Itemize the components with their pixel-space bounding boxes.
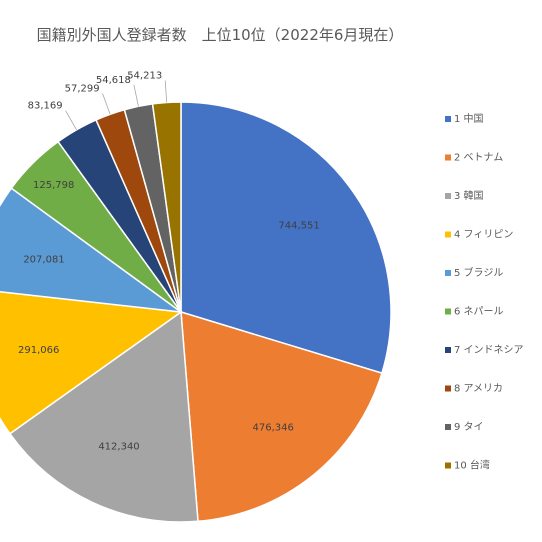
- data-label-3: 412,340: [98, 441, 139, 452]
- data-labels: 744,551 476,346 412,340 291,066 207,081 125,7…: [18, 71, 320, 453]
- legend-entry-8: 8 アメリカ: [454, 383, 503, 395]
- legend-swatch-4: [445, 231, 451, 238]
- legend-swatch-3: [445, 193, 451, 199]
- data-label-6: 125,798: [33, 180, 74, 191]
- data-label-1: 744,551: [278, 221, 319, 232]
- legend-swatch-2: [445, 154, 451, 161]
- leader-line-7: [65, 110, 77, 130]
- data-label-9: 54,618: [96, 75, 131, 86]
- legend-swatch-5: [445, 270, 451, 276]
- legend-swatch-1: [445, 116, 451, 122]
- legend-entry-3: 3 韓国: [454, 190, 484, 202]
- legend-entry-2: 2 ベトナム: [454, 152, 503, 164]
- legend-entry-10: 10 台湾: [454, 459, 490, 472]
- data-label-5: 207,081: [23, 255, 64, 266]
- data-label-7: 83,169: [28, 101, 63, 112]
- data-label-2: 476,346: [253, 423, 294, 434]
- chart-title: 国籍別外国人登録者数 上位10位（2022年6月現在）: [37, 26, 404, 44]
- data-label-4: 291,066: [18, 345, 59, 356]
- pie-slice-2: [180, 310, 383, 523]
- pie-slice-4: [0, 290, 184, 435]
- legend-entry-1: 1 中国: [454, 112, 484, 125]
- pie-slice-1: [180, 101, 392, 375]
- data-label-8: 57,299: [65, 84, 100, 95]
- leader-line-9: [133, 84, 139, 107]
- pie-slice-5: [0, 187, 184, 314]
- leader-line-8: [102, 93, 111, 115]
- data-label-10: 54,213: [127, 71, 162, 82]
- legend: 1 中国 2 ベトナム 3 韓国 4 フィリピン 5 ブラジル 6 ネパール 7 インドネシ…: [445, 112, 524, 472]
- legend-entry-4: 4 フィリピン: [454, 229, 513, 241]
- legend-entry-5: 5 ブラジル: [454, 266, 503, 279]
- legend-entry-9: 9 タイ: [454, 421, 484, 433]
- legend-swatch-6: [445, 308, 451, 315]
- legend-swatch-8: [445, 385, 451, 392]
- legend-swatch-10: [445, 462, 451, 469]
- leader-lines: [65, 80, 168, 130]
- leader-line-10: [164, 80, 168, 103]
- pie-slice-3: [8, 310, 199, 523]
- legend-entry-7: 7 インドネシア: [454, 344, 524, 356]
- legend-swatch-9: [445, 424, 451, 430]
- legend-entry-6: 6 ネパール: [454, 306, 504, 318]
- legend-swatch-7: [445, 347, 451, 353]
- pie-slices: [0, 101, 392, 523]
